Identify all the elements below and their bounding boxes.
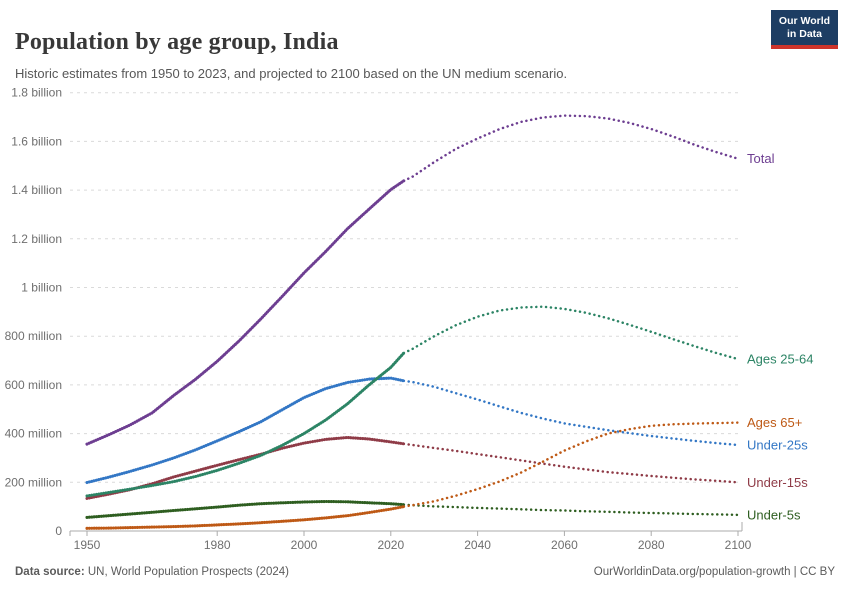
data-source-label: Data source: [15, 566, 85, 578]
y-tick-label-1400: 1.4 billion [11, 183, 62, 197]
series-under-25s-projected-line[interactable] [402, 379, 740, 447]
x-tick-label-2020: 2020 [377, 538, 404, 552]
y-tick-label-1800: 1.8 billion [11, 86, 62, 100]
chart-subtitle: Historic estimates from 1950 to 2023, an… [15, 66, 568, 81]
series-under-5s-projected-line[interactable] [402, 503, 740, 517]
owid-logo-line1: Our World [778, 15, 831, 27]
series-under-15s-projected-line[interactable] [402, 442, 740, 484]
owid-logo-line2: in Data [786, 28, 822, 41]
y-tick-label-1600: 1.6 billion [11, 134, 62, 148]
x-tick-label-2100: 2100 [725, 538, 752, 552]
x-tick-label-2040: 2040 [464, 538, 491, 552]
series-ages-25-64-label[interactable]: Ages 25-64 [747, 352, 814, 367]
data-source-value: UN, World Population Prospects (2024) [84, 566, 289, 578]
y-tick-label-1200: 1.2 billion [11, 232, 62, 246]
owid-logo[interactable]: Our World in Data [771, 10, 838, 50]
y-tick-label-600: 600 million [5, 378, 62, 392]
y-tick-label-1000: 1 billion [21, 281, 62, 295]
chart-canvas: 1.8 billion 1.6 billion 1.4 billion 1.2 bil… [5, 86, 814, 552]
y-tick-label-0: 0 [55, 524, 62, 538]
series-ages-65-projected-line[interactable] [402, 421, 740, 508]
series-under-5s-label[interactable]: Under-5s [747, 507, 801, 522]
owid-citation-link[interactable]: OurWorldinData.org/population-growth | C… [593, 566, 835, 578]
series-under-25s-historic-line[interactable] [85, 376, 406, 485]
x-tick-label-2080: 2080 [638, 538, 665, 552]
data-source-text: Data source: UN, World Population Prospe… [15, 566, 289, 578]
y-tick-label-800: 800 million [5, 329, 62, 343]
page-title: Population by age group, India [15, 29, 339, 56]
x-tick-label-1950: 1950 [74, 538, 101, 552]
x-tick-label-1980: 1980 [204, 538, 231, 552]
y-tick-label-200: 200 million [5, 475, 62, 489]
series-ages-65-label[interactable]: Ages 65+ [747, 415, 802, 430]
series-ages-25-64-historic-line[interactable] [85, 351, 406, 498]
series-ages-65-historic-line[interactable] [85, 505, 406, 530]
series-under-15s-label[interactable]: Under-15s [747, 475, 808, 490]
series-under-5s-historic-line[interactable] [85, 499, 406, 519]
series-under-25s-label[interactable]: Under-25s [747, 438, 808, 453]
series-ages-25-64-projected-line[interactable] [402, 305, 740, 361]
series-total-label[interactable]: Total [747, 151, 775, 166]
x-tick-label-2060: 2060 [551, 538, 578, 552]
y-tick-label-400: 400 million [5, 427, 62, 441]
x-tick-label-2000: 2000 [291, 538, 318, 552]
chart-footer: Data source: UN, World Population Prospe… [15, 566, 835, 578]
series-total-projected-line[interactable] [402, 114, 740, 183]
series-total-historic-line[interactable] [85, 179, 406, 446]
